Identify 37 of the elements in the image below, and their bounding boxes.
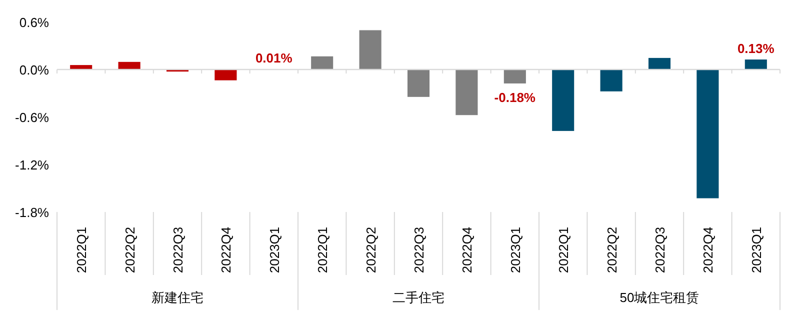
x-tick-label: 2023Q1 — [748, 226, 764, 274]
bar — [214, 69, 238, 81]
data-label: 0.13% — [737, 41, 775, 56]
bar — [406, 69, 430, 98]
bar — [744, 58, 768, 70]
bar — [600, 69, 623, 92]
text: 50城住宅租赁 — [620, 290, 700, 305]
bar — [310, 56, 334, 70]
x-tick-label: 2022Q3 — [170, 226, 186, 274]
text: 新建住宅 — [152, 290, 204, 305]
x-tick-label: 2022Q3 — [652, 226, 668, 274]
x-tick-label: 2022Q2 — [122, 226, 138, 274]
x-tick-label: 2022Q2 — [363, 226, 378, 274]
bar — [648, 57, 672, 70]
y-tick-label: -1.2% — [15, 158, 50, 172]
bar — [455, 69, 478, 116]
y-tick-label: -1.8% — [15, 205, 50, 220]
x-tick-label: 2023Q1 — [266, 226, 282, 274]
x-tick-label: 2023Q1 — [508, 226, 523, 274]
x-tick-label: 2022Q1 — [74, 226, 90, 274]
text: 二手住宅 — [392, 290, 444, 305]
bar — [696, 69, 720, 199]
y-tick-label: 0.6% — [19, 15, 50, 30]
bar — [358, 30, 382, 70]
x-tick-label: 2022Q2 — [604, 226, 620, 274]
x-tick-label: 2022Q4 — [700, 226, 716, 274]
data-label: -0.18% — [494, 90, 536, 105]
x-tick-label: 2022Q3 — [412, 226, 426, 274]
x-tick-label: 2022Q4 — [460, 226, 475, 274]
y-tick-label: -0.6% — [15, 110, 50, 125]
bar — [551, 69, 575, 132]
y-tick-label: 0.0% — [19, 62, 50, 78]
x-tick-label: 2022Q4 — [218, 226, 234, 274]
data-label: 0.01% — [255, 50, 293, 66]
x-tick-label: 2022Q1 — [556, 226, 572, 274]
x-tick-label: 2022Q1 — [315, 226, 330, 274]
bar — [503, 69, 527, 84]
